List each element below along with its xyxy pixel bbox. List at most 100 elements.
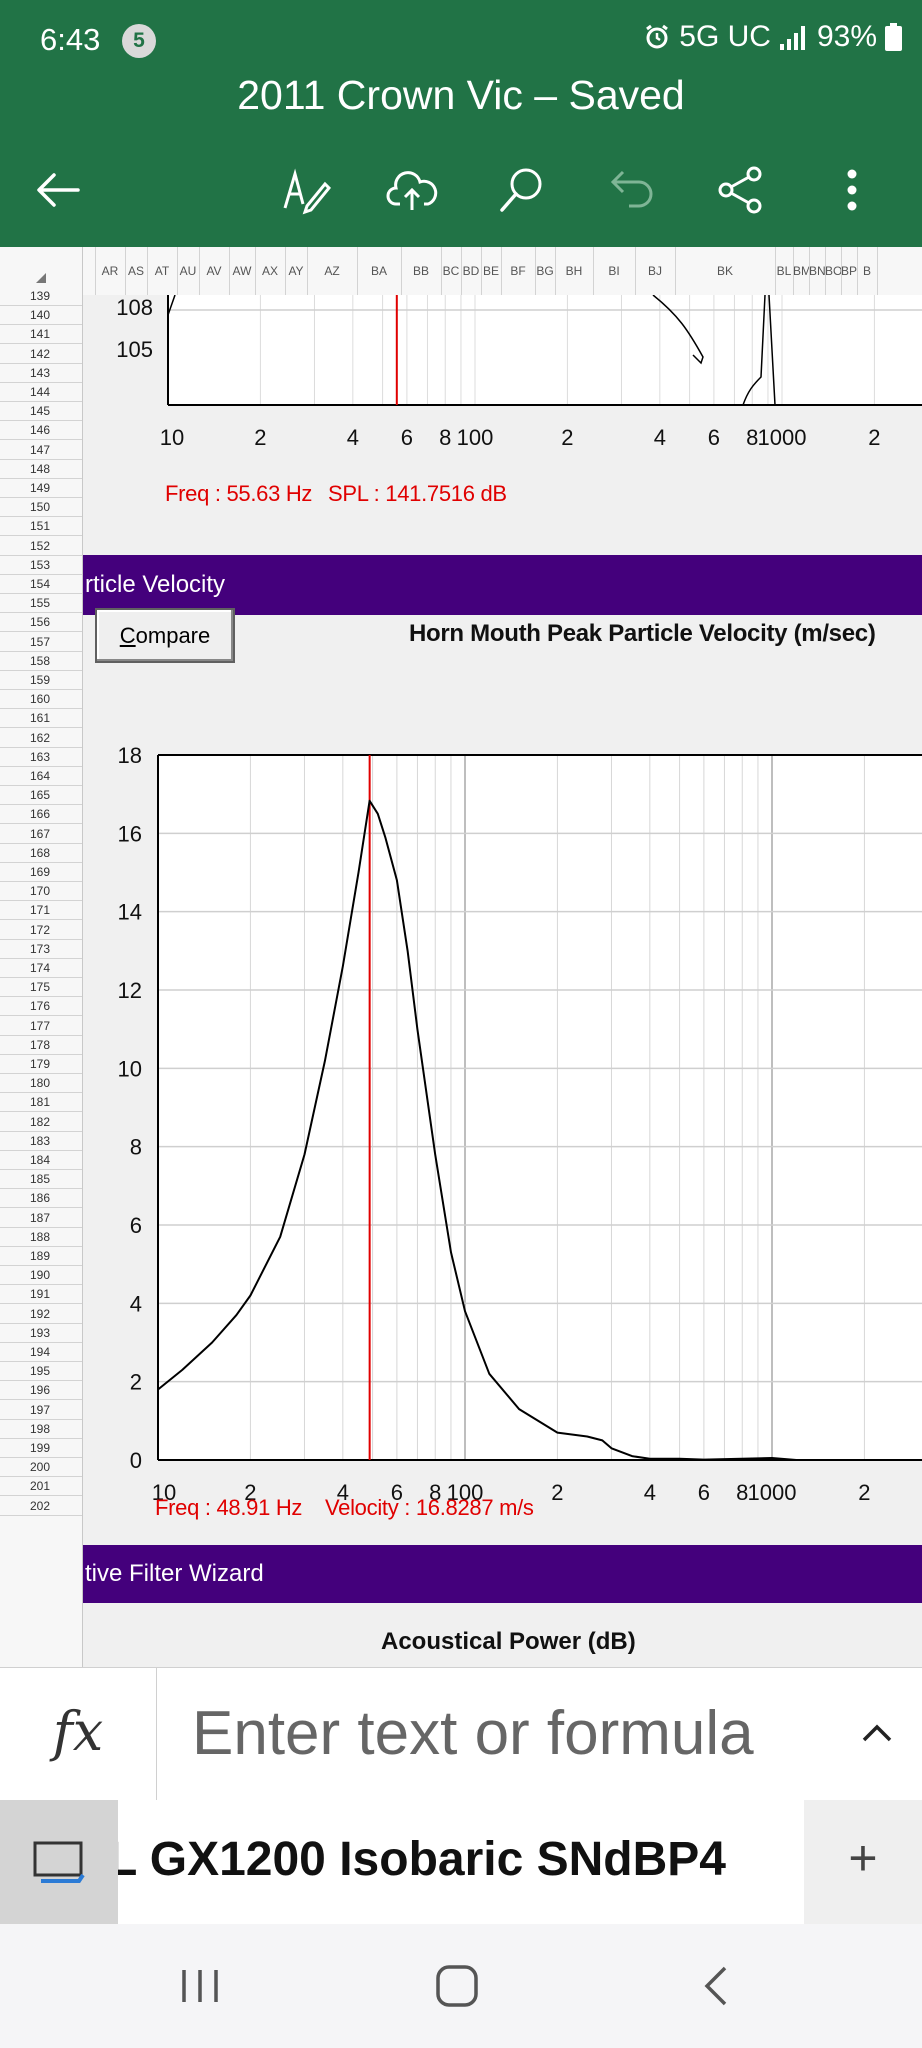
row-header[interactable]: 150	[0, 498, 82, 518]
row-header[interactable]: 164	[0, 767, 82, 786]
row-header[interactable]: 194	[0, 1343, 82, 1362]
row-header[interactable]: 159	[0, 671, 82, 690]
row-header[interactable]: 197	[0, 1401, 82, 1420]
row-header[interactable]: 174	[0, 959, 82, 978]
column-header[interactable]: BA	[357, 247, 402, 295]
row-header[interactable]: 153	[0, 556, 82, 575]
row-header[interactable]: 144	[0, 383, 82, 402]
more-options-button[interactable]	[812, 150, 892, 230]
row-header[interactable]: 182	[0, 1113, 82, 1132]
column-header[interactable]: BO	[825, 247, 842, 295]
save-to-cloud-button[interactable]	[372, 150, 452, 230]
row-header[interactable]: 200	[0, 1458, 82, 1478]
row-header[interactable]: 165	[0, 786, 82, 806]
row-header[interactable]: 188	[0, 1228, 82, 1247]
column-header[interactable]: BL	[775, 247, 794, 295]
sheets-list-button[interactable]	[0, 1800, 118, 1924]
row-header[interactable]: 177	[0, 1017, 82, 1036]
column-header[interactable]: AW	[229, 247, 256, 295]
column-header[interactable]: AS	[125, 247, 148, 295]
row-header[interactable]: 199	[0, 1439, 82, 1458]
formula-input[interactable]	[192, 1698, 812, 1768]
row-header[interactable]: 148	[0, 460, 82, 479]
row-header[interactable]: 195	[0, 1362, 82, 1382]
column-header[interactable]: AX	[255, 247, 286, 295]
column-header[interactable]: BN	[809, 247, 826, 295]
add-sheet-button[interactable]: +	[804, 1800, 922, 1924]
row-header[interactable]: 201	[0, 1477, 82, 1497]
row-header[interactable]: 185	[0, 1170, 82, 1190]
column-header[interactable]: BI	[593, 247, 636, 295]
row-header[interactable]: 142	[0, 345, 82, 364]
fx-button[interactable]: fx	[0, 1668, 157, 1801]
column-header[interactable]: AY	[285, 247, 308, 295]
row-header[interactable]: 192	[0, 1305, 82, 1324]
draw-button[interactable]	[265, 150, 345, 230]
row-header[interactable]: 146	[0, 421, 82, 441]
row-header[interactable]: 179	[0, 1055, 82, 1074]
column-header[interactable]: BE	[481, 247, 502, 295]
row-header[interactable]: 189	[0, 1247, 82, 1266]
spreadsheet-grid[interactable]: AR AS AT AU AV AW AX AY AZ BA BB BC BD BE BF BG BH BI BJ BK…	[0, 247, 922, 1667]
search-button[interactable]	[482, 150, 562, 230]
column-header[interactable]: BH	[555, 247, 594, 295]
column-header[interactable]: BB	[401, 247, 442, 295]
share-button[interactable]	[700, 150, 780, 230]
row-header[interactable]: 175	[0, 978, 82, 998]
row-header[interactable]: 186	[0, 1189, 82, 1209]
column-header[interactable]: BM	[793, 247, 810, 295]
column-header[interactable]: BJ	[635, 247, 676, 295]
row-header[interactable]: 152	[0, 537, 82, 556]
column-header[interactable]: AR	[95, 247, 126, 295]
row-header[interactable]: 141	[0, 325, 82, 345]
row-header[interactable]: 172	[0, 921, 82, 940]
row-header[interactable]: 145	[0, 402, 82, 422]
select-all-corner[interactable]	[0, 247, 83, 295]
column-header[interactable]: BF	[501, 247, 536, 295]
chevron-up-icon[interactable]	[852, 1708, 902, 1758]
row-header[interactable]: 198	[0, 1420, 82, 1439]
row-header[interactable]: 170	[0, 882, 82, 902]
column-header[interactable]: BK	[675, 247, 776, 295]
row-header[interactable]: 178	[0, 1036, 82, 1055]
row-header[interactable]: 156	[0, 613, 82, 633]
column-header[interactable]	[83, 247, 96, 295]
row-header[interactable]: 193	[0, 1324, 82, 1343]
row-header[interactable]: 155	[0, 594, 82, 614]
row-header[interactable]: 168	[0, 844, 82, 863]
sheet-tab-active[interactable]: JBL GX1200 Isobaric SNdBP4	[118, 1800, 804, 1924]
column-header[interactable]: BC	[441, 247, 462, 295]
column-header[interactable]: AU	[177, 247, 200, 295]
row-header[interactable]: 166	[0, 805, 82, 825]
undo-button[interactable]	[591, 150, 671, 230]
row-header[interactable]: 196	[0, 1381, 82, 1401]
row-header[interactable]: 191	[0, 1285, 82, 1305]
row-header[interactable]: 160	[0, 690, 82, 710]
home-button[interactable]	[427, 1956, 487, 2016]
row-header[interactable]: 157	[0, 633, 82, 652]
row-header[interactable]: 202	[0, 1497, 82, 1516]
row-header[interactable]: 140	[0, 306, 82, 326]
row-header[interactable]: 147	[0, 441, 82, 460]
back-nav-button[interactable]	[686, 1956, 746, 2016]
column-header[interactable]: BP	[841, 247, 858, 295]
column-header[interactable]: BD	[461, 247, 482, 295]
row-header[interactable]: 190	[0, 1266, 82, 1286]
row-header[interactable]: 163	[0, 748, 82, 767]
row-header[interactable]: 161	[0, 709, 82, 729]
row-header[interactable]: 169	[0, 863, 82, 882]
column-header[interactable]: AT	[147, 247, 178, 295]
row-header[interactable]: 139	[0, 287, 82, 306]
column-header[interactable]: B	[857, 247, 878, 295]
row-header[interactable]: 187	[0, 1209, 82, 1228]
row-header[interactable]: 173	[0, 940, 82, 959]
back-button[interactable]	[18, 150, 98, 230]
row-header[interactable]: 184	[0, 1151, 82, 1170]
compare-button[interactable]: Compare	[95, 608, 235, 663]
column-header[interactable]: AV	[199, 247, 230, 295]
recent-apps-button[interactable]	[170, 1956, 230, 2016]
row-header[interactable]: 171	[0, 901, 82, 921]
row-header[interactable]: 180	[0, 1074, 82, 1094]
row-header[interactable]: 176	[0, 997, 82, 1017]
row-header[interactable]: 151	[0, 517, 82, 537]
